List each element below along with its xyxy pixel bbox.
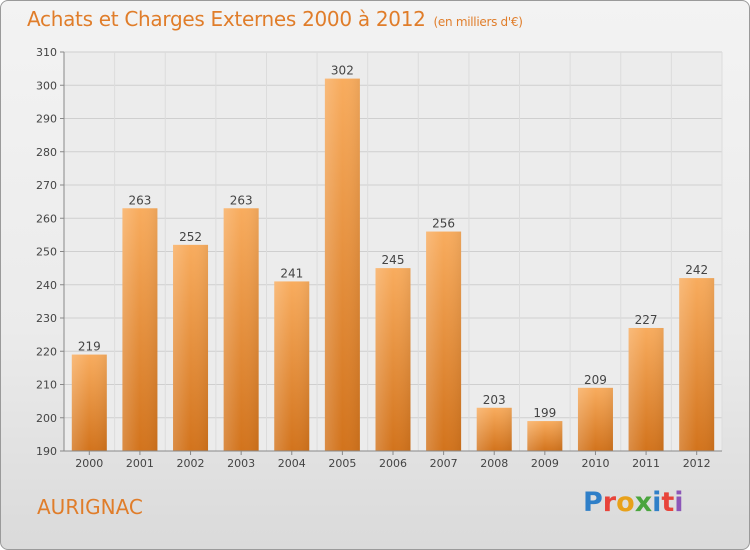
axis-layer: 190 200 210 220 230 240 250 260 270 280 290 300 310 2… — [36, 46, 722, 470]
bar-shine — [679, 278, 715, 451]
bar-value-label: 245 — [382, 253, 405, 267]
bar-shine — [426, 231, 462, 451]
bar-shine — [628, 327, 664, 451]
bar-shine — [577, 387, 613, 451]
bar-value-label: 302 — [331, 64, 354, 78]
x-tick-label: 2001 — [126, 457, 154, 470]
chart-title: Achats et Charges Externes 2000 à 2012 (e… — [27, 7, 523, 31]
y-tick-label: 230 — [36, 312, 57, 325]
bar-value-label: 241 — [280, 266, 303, 280]
bar-value-label: 209 — [584, 373, 607, 387]
y-tick-label: 310 — [36, 46, 57, 59]
commune-name: AURIGNAC — [37, 495, 143, 519]
bar-shine — [274, 281, 310, 451]
x-tick-label: 2005 — [328, 457, 356, 470]
proxiti-logo: Proxiti — [583, 487, 684, 518]
bar-shine — [476, 407, 512, 451]
logo-letter: r — [602, 487, 617, 518]
y-tick-label: 190 — [36, 445, 57, 458]
bars-layer — [71, 78, 715, 451]
bar-shine — [527, 421, 563, 451]
logo-letter: t — [661, 487, 675, 518]
x-tick-label: 2006 — [379, 457, 407, 470]
bar-value-label: 199 — [533, 406, 556, 420]
bar-value-label: 219 — [78, 340, 101, 354]
bar-shine — [375, 268, 411, 451]
y-tick-label: 290 — [36, 113, 57, 126]
y-tick-label: 300 — [36, 79, 57, 92]
logo-letter: o — [616, 487, 635, 518]
x-tick-label: 2000 — [75, 457, 103, 470]
logo-letter: i — [652, 487, 662, 518]
bar-value-label: 227 — [635, 313, 658, 327]
y-tick-label: 270 — [36, 179, 57, 192]
y-tick-label: 260 — [36, 212, 57, 225]
y-tick-label: 220 — [36, 345, 57, 358]
x-tick-label: 2011 — [632, 457, 660, 470]
x-tick-label: 2007 — [430, 457, 458, 470]
chart-title-text: Achats et Charges Externes 2000 à 2012 — [27, 7, 426, 31]
logo-letter: P — [583, 487, 603, 518]
bar-value-label: 263 — [128, 193, 151, 207]
logo-letter: i — [674, 487, 684, 518]
bar-value-label: 256 — [432, 217, 455, 231]
bar-shine — [122, 208, 158, 451]
x-tick-label: 2003 — [227, 457, 255, 470]
bar-shine — [71, 354, 107, 451]
x-tick-label: 2010 — [581, 457, 609, 470]
y-tick-label: 210 — [36, 379, 57, 392]
x-tick-label: 2012 — [683, 457, 711, 470]
bar-shine — [173, 244, 209, 451]
bar-value-label: 203 — [483, 393, 506, 407]
y-tick-label: 200 — [36, 412, 57, 425]
bar-value-label: 252 — [179, 230, 202, 244]
bar-shine — [324, 78, 360, 451]
x-tick-label: 2008 — [480, 457, 508, 470]
bar-value-label: 242 — [685, 263, 708, 277]
x-tick-label: 2004 — [278, 457, 306, 470]
y-tick-label: 280 — [36, 146, 57, 159]
chart-unit: (en milliers d'€) — [433, 15, 523, 29]
y-tick-label: 240 — [36, 279, 57, 292]
logo-letter: x — [634, 487, 653, 518]
x-tick-label: 2009 — [531, 457, 559, 470]
bar-value-label: 263 — [230, 193, 253, 207]
bar-shine — [223, 208, 259, 451]
labels-layer: 219 263 252 263 241 302 245 256 203 199 209 227 242 — [78, 64, 708, 420]
y-tick-label: 250 — [36, 246, 57, 259]
x-tick-label: 2002 — [177, 457, 205, 470]
